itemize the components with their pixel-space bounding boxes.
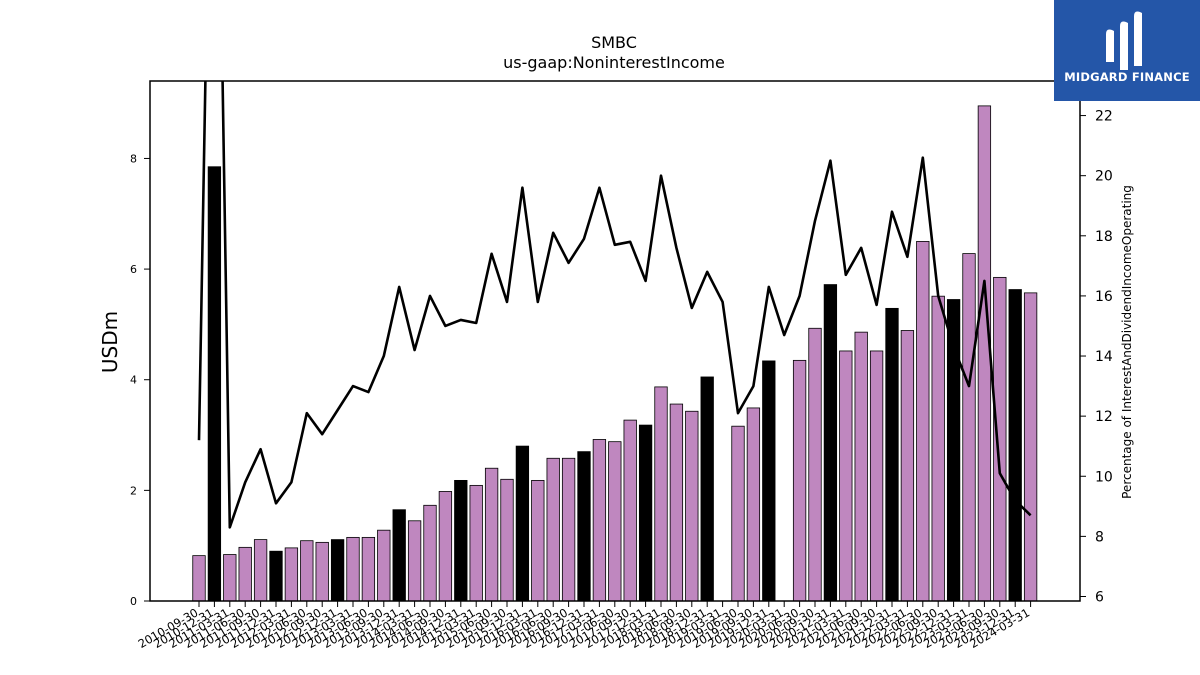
bar bbox=[869, 350, 884, 602]
bar bbox=[638, 424, 653, 602]
bar bbox=[608, 441, 622, 602]
chart-subtitle: us-gaap:NoninterestIncome bbox=[503, 53, 725, 72]
y2-tick-label: 22 bbox=[1095, 109, 1113, 125]
bar bbox=[546, 457, 560, 602]
bar bbox=[531, 479, 545, 602]
bar bbox=[654, 386, 668, 602]
bar bbox=[931, 295, 945, 602]
bar bbox=[792, 359, 807, 602]
y2-tick-label: 18 bbox=[1095, 229, 1113, 245]
chart-title: SMBC bbox=[591, 33, 637, 52]
bar bbox=[392, 509, 406, 602]
bar bbox=[700, 376, 714, 602]
bar bbox=[253, 539, 268, 602]
bar bbox=[993, 276, 1007, 602]
bar bbox=[330, 539, 345, 602]
bar bbox=[361, 536, 376, 602]
bar bbox=[284, 547, 299, 602]
y2-tick-label: 6 bbox=[1095, 589, 1104, 605]
y-tick-label: 2 bbox=[130, 484, 137, 497]
bar bbox=[207, 166, 222, 602]
y2-tick-label: 12 bbox=[1095, 409, 1113, 425]
bar bbox=[808, 327, 822, 602]
bar bbox=[469, 484, 483, 602]
bar bbox=[346, 536, 360, 602]
bar bbox=[192, 555, 206, 602]
y-tick-label: 6 bbox=[130, 263, 137, 276]
line-series bbox=[197, 81, 1032, 529]
y2-tick-label: 14 bbox=[1095, 349, 1113, 365]
bar bbox=[438, 491, 453, 602]
bar bbox=[300, 540, 314, 602]
bar bbox=[1008, 289, 1022, 602]
bar bbox=[916, 241, 930, 602]
logo-text: MIDGARD FINANCE bbox=[1064, 70, 1190, 84]
bar bbox=[669, 403, 684, 602]
bar bbox=[500, 478, 514, 602]
bar bbox=[1023, 292, 1038, 602]
y2-tick-label: 8 bbox=[1095, 529, 1104, 545]
bar bbox=[223, 554, 237, 602]
bar bbox=[762, 360, 776, 602]
plot-area: 0246868101214161820222010-09-302010-12-3… bbox=[130, 80, 1113, 651]
bar bbox=[977, 105, 992, 602]
bar bbox=[577, 451, 591, 602]
bar bbox=[238, 546, 252, 602]
bar bbox=[423, 504, 437, 602]
bar bbox=[484, 467, 499, 602]
bar bbox=[377, 529, 391, 602]
y2-tick-label: 16 bbox=[1095, 289, 1113, 305]
y2-tick-label: 20 bbox=[1095, 169, 1113, 185]
logo-mark-icon bbox=[1106, 11, 1142, 70]
bar bbox=[515, 445, 530, 602]
bar bbox=[746, 407, 761, 602]
y-tick-label: 8 bbox=[130, 152, 137, 165]
bar bbox=[685, 410, 699, 602]
y2-tick-label: 10 bbox=[1095, 469, 1113, 485]
bar bbox=[561, 457, 576, 602]
bar-series bbox=[192, 105, 1038, 602]
bar bbox=[854, 331, 868, 602]
brand-logo: MIDGARD FINANCE bbox=[1054, 0, 1200, 101]
bar bbox=[839, 350, 853, 602]
bar bbox=[454, 479, 468, 602]
bar bbox=[900, 330, 915, 602]
bar bbox=[269, 550, 283, 602]
y-axis-label: USDm bbox=[98, 311, 122, 373]
bar bbox=[407, 520, 422, 602]
bar bbox=[885, 307, 899, 602]
bar bbox=[315, 541, 329, 602]
y-tick-label: 4 bbox=[130, 374, 137, 387]
y-tick-label: 0 bbox=[130, 595, 137, 608]
bar bbox=[592, 439, 607, 602]
y2-axis-label: Percentage of InterestAndDividendIncomeO… bbox=[1120, 185, 1134, 499]
bar bbox=[623, 419, 637, 602]
bar bbox=[962, 253, 976, 602]
bar bbox=[823, 284, 838, 602]
bar bbox=[731, 425, 745, 602]
